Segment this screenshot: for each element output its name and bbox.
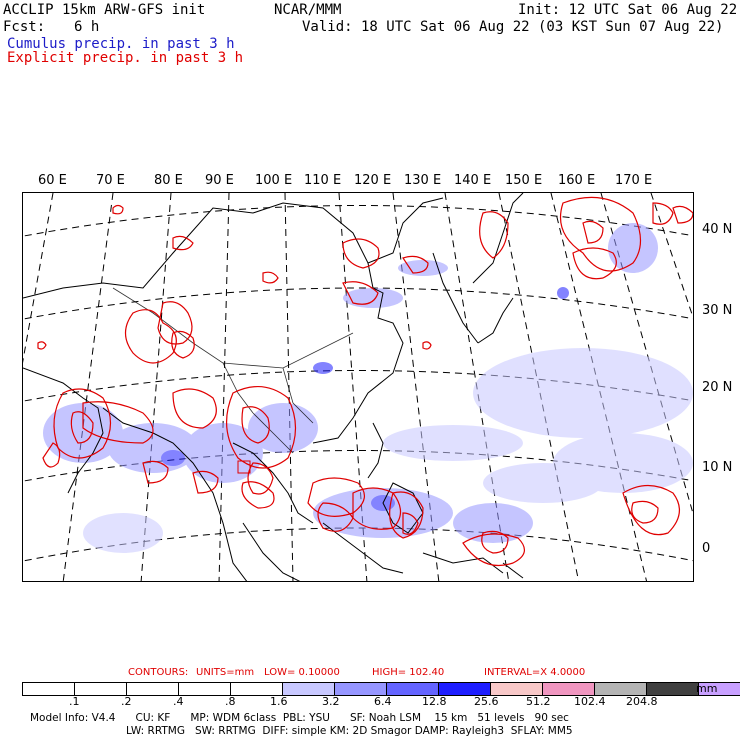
- colorbar-cell: [491, 683, 543, 695]
- colorbar: [22, 682, 740, 696]
- contours-label: CONTOURS:: [128, 667, 189, 678]
- colorbar-cell: [23, 683, 75, 695]
- colorbar-cell: [699, 683, 740, 695]
- colorbar-cell: [387, 683, 439, 695]
- colorbar-cell: [127, 683, 179, 695]
- colorbar-tick: 25.6: [474, 695, 499, 708]
- borders: [112, 287, 354, 454]
- colorbar-tick: 1.6: [270, 695, 288, 708]
- lon-label: 140 E: [454, 173, 492, 188]
- fcst-label: Fcst:: [3, 19, 46, 35]
- contours-interval: INTERVAL=X 4.0000: [484, 667, 586, 678]
- contours-low: LOW= 0.10000: [264, 667, 340, 678]
- lon-label: 70 E: [96, 173, 125, 188]
- cumulus-precip-areas: [43, 223, 693, 553]
- colorbar-cell: [75, 683, 127, 695]
- lon-label: 130 E: [404, 173, 442, 188]
- colorbar-cell: [283, 683, 335, 695]
- colorbar-cell: [439, 683, 491, 695]
- lat-label: 30 N: [702, 303, 733, 318]
- colorbar-tick: .4: [173, 695, 184, 708]
- lon-label: 60 E: [38, 173, 67, 188]
- lat-label: 20 N: [702, 380, 733, 395]
- colorbar-cell: [595, 683, 647, 695]
- colorbar-tick: .1: [69, 695, 80, 708]
- init-time: Init: 12 UTC Sat 06 Aug 22: [518, 2, 738, 18]
- lat-label: 40 N: [702, 222, 733, 237]
- legend-cumulus: Cumulus precip. in past 3 h: [7, 36, 235, 52]
- lat-label: 10 N: [702, 460, 733, 475]
- contours-units: UNITS=mm: [196, 667, 255, 678]
- model-info-line1: Model Info: V4.4 CU: KF MP: WDM 6class P…: [30, 712, 569, 724]
- map-graphic: [23, 193, 693, 581]
- colorbar-tick: 102.4: [574, 695, 606, 708]
- station-marker: [237, 460, 251, 474]
- lon-label: 100 E: [255, 173, 293, 188]
- colorbar-units: mm: [696, 682, 718, 695]
- valid-time: Valid: 18 UTC Sat 06 Aug 22 (03 KST Sun …: [302, 19, 724, 35]
- colorbar-cell: [543, 683, 595, 695]
- lon-label: 170 E: [615, 173, 653, 188]
- contours-high: HIGH= 102.40: [372, 667, 445, 678]
- colorbar-cell: [335, 683, 387, 695]
- colorbar-cell: [647, 683, 699, 695]
- colorbar-tick: 3.2: [322, 695, 340, 708]
- colorbar-tick: 204.8: [626, 695, 658, 708]
- precip-map: [22, 192, 694, 582]
- colorbar-cell: [231, 683, 283, 695]
- coastlines: [23, 193, 524, 581]
- lon-label: 90 E: [205, 173, 234, 188]
- colorbar-tick: .2: [121, 695, 132, 708]
- colorbar-cell: [179, 683, 231, 695]
- colorbar-tick: 51.2: [526, 695, 551, 708]
- explicit-precip-contours: [37, 196, 693, 567]
- lon-label: 110 E: [304, 173, 342, 188]
- colorbar-tick: 6.4: [374, 695, 392, 708]
- lon-label: 150 E: [505, 173, 543, 188]
- colorbar-tick: 12.8: [422, 695, 447, 708]
- lon-label: 160 E: [558, 173, 596, 188]
- center-org: NCAR/MMM: [274, 2, 342, 18]
- lat-label: 0: [702, 541, 711, 556]
- legend-explicit: Explicit precip. in past 3 h: [7, 50, 244, 66]
- lon-label: 80 E: [154, 173, 183, 188]
- model-info-line2: LW: RRTMG SW: RRTMG DIFF: simple KM: 2D …: [126, 725, 573, 737]
- colorbar-tick: .8: [225, 695, 236, 708]
- lon-label: 120 E: [354, 173, 392, 188]
- title-left: ACCLIP 15km ARW-GFS init: [3, 2, 206, 18]
- fcst-value: 6 h: [74, 19, 100, 35]
